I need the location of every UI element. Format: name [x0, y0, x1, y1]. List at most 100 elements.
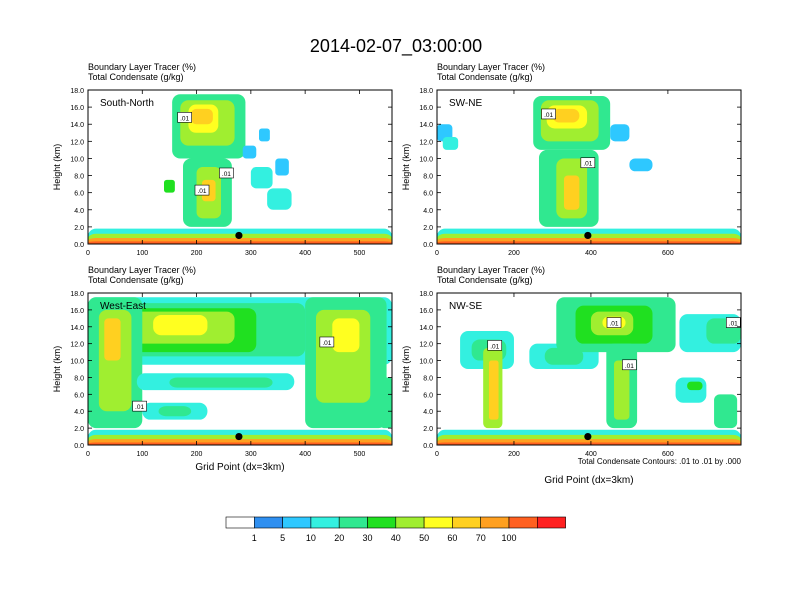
field-cell — [153, 314, 208, 336]
y-tick-label: 16.0 — [419, 308, 433, 315]
field-cell — [714, 394, 738, 429]
colorbar-label: 1 — [252, 533, 257, 543]
panel-header-line1: Boundary Layer Tracer (%) — [88, 265, 196, 275]
y-tick-label: 12.0 — [419, 342, 433, 349]
x-axis-label: Grid Point (dx=3km) — [544, 475, 633, 486]
plot-frame — [87, 292, 393, 446]
field-cell — [687, 381, 703, 391]
panels-group: Boundary Layer Tracer (%)Total Condensat… — [52, 62, 742, 486]
y-tick-label: 0.0 — [74, 242, 84, 249]
panel-2: Boundary Layer Tracer (%)Total Condensat… — [401, 62, 742, 257]
panel-header-line2: Total Condensate (g/kg) — [437, 72, 533, 82]
field-cell — [158, 406, 192, 417]
field-cell — [488, 360, 499, 420]
y-tick-label: 10.0 — [70, 156, 84, 163]
x-tick-label: 500 — [354, 250, 366, 257]
y-tick-label: 6.0 — [74, 392, 84, 399]
x-tick-label: 0 — [86, 250, 90, 257]
colorbar-swatch — [452, 516, 481, 529]
colorbar-swatch — [282, 516, 312, 529]
y-tick-label: 12.0 — [419, 139, 433, 146]
panel-1: Boundary Layer Tracer (%)Total Condensat… — [52, 62, 393, 257]
contour-label-box — [177, 112, 192, 123]
colorbar-label: 100 — [501, 533, 516, 543]
field-cell — [610, 124, 630, 142]
x-tick-label: 100 — [136, 250, 148, 257]
field-cell — [104, 318, 121, 361]
y-tick-label: 2.0 — [74, 225, 84, 232]
x-tick-label: 0 — [435, 250, 439, 257]
contour-label-box — [219, 167, 234, 179]
x-tick-label: 200 — [191, 250, 203, 257]
plot-frame — [436, 292, 742, 446]
panel-header-line1: Boundary Layer Tracer (%) — [437, 62, 545, 72]
y-tick-label: 2.0 — [423, 426, 433, 433]
contour-label: .01 — [222, 171, 231, 178]
plot-frame — [87, 89, 393, 245]
y-tick-label: 18.0 — [419, 88, 433, 95]
x-tick-label: 0 — [435, 451, 439, 458]
y-tick-label: 8.0 — [423, 375, 433, 382]
panel-title: SW-NE — [449, 98, 482, 109]
contour-label: .01 — [135, 404, 144, 411]
colorbar-swatch — [338, 516, 368, 529]
x-tick-label: 400 — [585, 250, 597, 257]
contour-label-box — [622, 359, 637, 371]
y-tick-label: 8.0 — [74, 174, 84, 181]
panel-title: West-East — [100, 301, 146, 312]
contour-label-box — [194, 184, 210, 196]
colorbar-swatch — [480, 516, 510, 529]
y-tick-label: 16.0 — [70, 105, 84, 112]
panel-title: South-North — [100, 98, 154, 109]
y-tick-label: 16.0 — [419, 105, 433, 112]
colorbar-swatch — [254, 516, 283, 529]
x-tick-label: 0 — [86, 451, 90, 458]
x-tick-label: 300 — [245, 250, 257, 257]
field-cell — [437, 442, 741, 445]
x-tick-label: 300 — [245, 451, 257, 458]
x-tick-label: 600 — [662, 250, 674, 257]
y-tick-label: 4.0 — [74, 409, 84, 416]
contour-label: .01 — [180, 115, 189, 122]
colorbar-swatch — [536, 516, 566, 529]
contour-label-box — [319, 336, 335, 348]
field-cell — [169, 377, 273, 388]
colorbar-label: 10 — [306, 533, 316, 543]
y-tick-label: 10.0 — [419, 156, 433, 163]
y-tick-label: 10.0 — [70, 359, 84, 366]
colorbar-label: 30 — [362, 533, 372, 543]
field-cell — [267, 188, 292, 210]
field-cell — [381, 377, 392, 429]
field-cell — [442, 137, 459, 150]
y-tick-label: 14.0 — [419, 122, 433, 129]
y-tick-label: 18.0 — [70, 291, 84, 298]
y-tick-label: 2.0 — [74, 426, 84, 433]
contour-label-box — [580, 157, 596, 169]
location-marker — [235, 231, 243, 240]
y-tick-label: 8.0 — [423, 174, 433, 181]
y-axis-label: Height (km) — [401, 346, 411, 393]
y-tick-label: 0.0 — [74, 443, 84, 450]
x-tick-label: 200 — [191, 451, 203, 458]
contour-label-box — [541, 108, 556, 120]
y-tick-label: 2.0 — [423, 225, 433, 232]
y-tick-label: 18.0 — [419, 291, 433, 298]
y-tick-label: 12.0 — [70, 342, 84, 349]
y-tick-label: 6.0 — [423, 191, 433, 198]
contour-label: .01 — [583, 161, 592, 168]
y-axis-label: Height (km) — [401, 144, 411, 191]
figure-title: 2014-02-07_03:00:00 — [310, 36, 482, 57]
y-tick-label: 6.0 — [423, 392, 433, 399]
field-cell — [259, 128, 270, 142]
y-axis-label: Height (km) — [52, 144, 62, 191]
y-tick-label: 14.0 — [70, 122, 84, 129]
field-cell — [563, 175, 580, 210]
contour-label-box — [726, 317, 741, 328]
contour-label-box — [487, 340, 503, 351]
colorbar-label: 70 — [476, 533, 486, 543]
colorbar-swatch — [310, 516, 340, 529]
y-tick-label: 4.0 — [423, 208, 433, 215]
contour-label: .01 — [544, 112, 553, 119]
location-marker — [584, 432, 592, 441]
